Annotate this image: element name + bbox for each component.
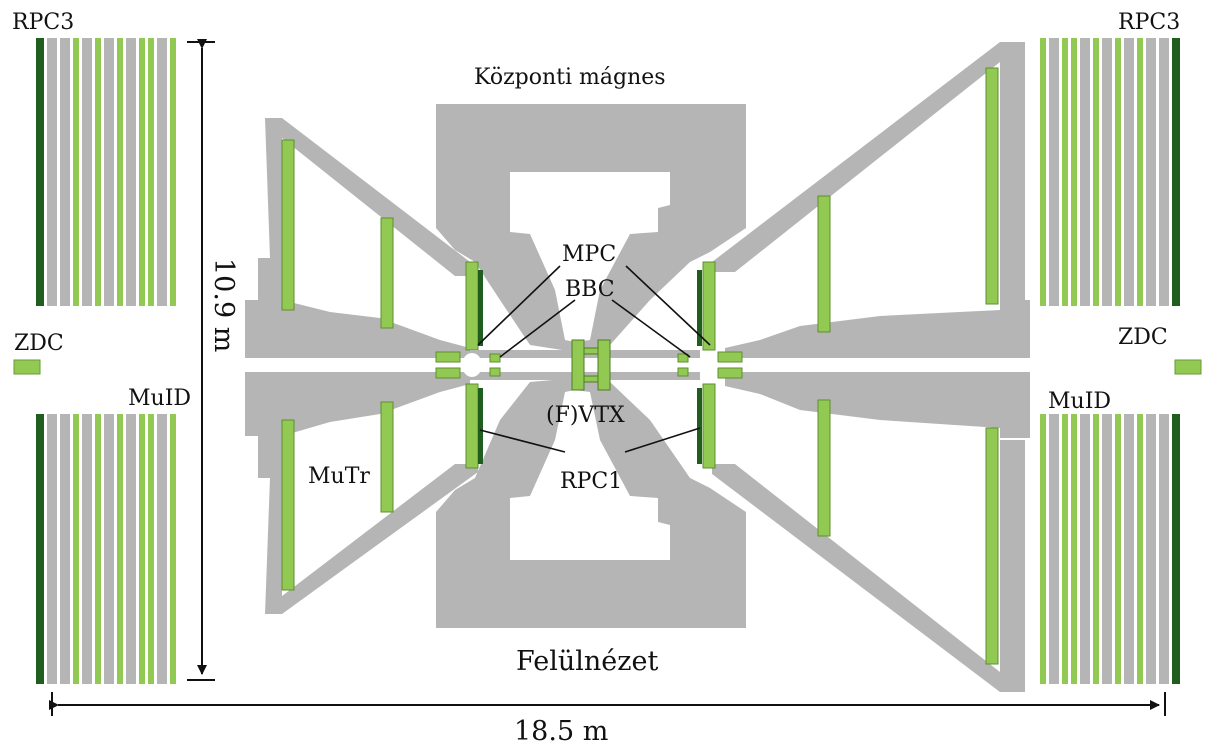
muid-plate	[148, 38, 154, 306]
left-muid-bottom-stack	[36, 414, 176, 684]
muid-plate	[148, 414, 154, 684]
rpc1-label: RPC1	[560, 469, 622, 494]
muid-plate	[1146, 38, 1156, 306]
top-view-label: Felülnézet	[516, 646, 658, 677]
muid-plate	[36, 414, 44, 684]
muid-plate	[73, 38, 79, 306]
muid-plate	[1080, 414, 1090, 684]
rpc1-plates	[465, 261, 716, 469]
muid-plate	[157, 414, 167, 684]
muid-plate	[126, 414, 136, 684]
height-dimension-label: 10.9 m	[208, 258, 239, 352]
muid-plate	[117, 414, 123, 684]
zdc-left-block	[13, 359, 41, 375]
muid-plate	[170, 38, 176, 306]
muid-plate	[82, 414, 92, 684]
muid-plate	[1049, 414, 1059, 684]
width-dimension-label: 18.5 m	[514, 716, 608, 747]
muid-plate	[1124, 414, 1134, 684]
right-muid-bottom-stack	[1040, 414, 1180, 684]
zdc-right-label: ZDC	[1118, 325, 1168, 350]
left-muid-top-stack	[36, 38, 176, 306]
muid-plate	[95, 38, 101, 306]
muid-plate	[1049, 38, 1059, 306]
muid-plate	[95, 414, 101, 684]
muid-plate	[117, 38, 123, 306]
muid-plate	[1040, 414, 1046, 684]
muid-plate	[1093, 414, 1099, 684]
vtx-barrel	[571, 339, 611, 391]
muid-plate	[1159, 38, 1169, 306]
muid-plate	[1172, 38, 1180, 306]
width-dimension	[49, 692, 1166, 716]
muid-plate	[47, 38, 57, 306]
right-muon-arm	[712, 42, 1030, 692]
muid-right-label: MuID	[1048, 389, 1111, 414]
muid-plate	[1102, 414, 1112, 684]
muid-plate	[1172, 414, 1180, 684]
muid-plate	[1071, 414, 1077, 684]
muid-left-label: MuID	[128, 386, 191, 411]
muid-plate	[1115, 414, 1121, 684]
mpc-label: MPC	[562, 242, 616, 267]
muid-plate	[104, 414, 114, 684]
muid-plate	[1146, 414, 1156, 684]
bbc-label: BBC	[565, 277, 615, 302]
mutr-chambers	[281, 67, 999, 665]
right-muid-top-stack	[1040, 38, 1180, 306]
muid-plate	[139, 414, 145, 684]
muid-plate	[73, 414, 79, 684]
muid-plate	[1137, 38, 1143, 306]
muid-plate	[1093, 38, 1099, 306]
muid-plate	[1062, 38, 1068, 306]
muid-plate	[104, 38, 114, 306]
muid-plate	[60, 38, 70, 306]
mpc-bbc-modules	[435, 351, 743, 379]
magnet-cavities	[510, 172, 670, 560]
rpc3-left-label: RPC3	[12, 10, 74, 35]
muid-plate	[1040, 38, 1046, 306]
left-muon-arm	[245, 118, 478, 614]
height-dimension	[187, 39, 215, 681]
rpc3-right-label: RPC3	[1118, 10, 1180, 35]
leader-lines	[477, 265, 711, 453]
muid-plate	[47, 414, 57, 684]
muid-plate	[1080, 38, 1090, 306]
fvtx-label: (F)VTX	[546, 403, 625, 428]
muid-plate	[139, 38, 145, 306]
muid-plate	[126, 38, 136, 306]
muid-plate	[1115, 38, 1121, 306]
central-magnet-label: Központi mágnes	[474, 65, 666, 90]
muid-plate	[1137, 414, 1143, 684]
muid-plate	[170, 414, 176, 684]
mpc-holes	[462, 353, 718, 377]
zdc-left-label: ZDC	[14, 331, 64, 356]
mutr-label: MuTr	[308, 464, 370, 489]
muid-plate	[60, 414, 70, 684]
muid-plate	[1071, 38, 1077, 306]
muid-plate	[82, 38, 92, 306]
muid-plate	[157, 38, 167, 306]
muid-plate	[1124, 38, 1134, 306]
muid-plate	[36, 38, 44, 306]
muid-plate	[1159, 414, 1169, 684]
muid-plate	[1062, 414, 1068, 684]
muid-plate	[1102, 38, 1112, 306]
zdc-right-block	[1174, 359, 1202, 375]
